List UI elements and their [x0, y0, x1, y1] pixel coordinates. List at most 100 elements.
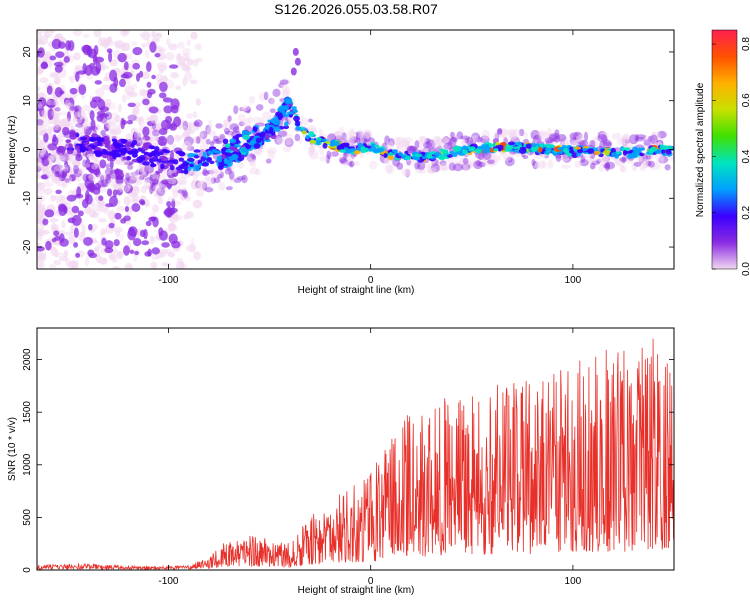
spectrogram-cell	[650, 165, 657, 171]
spectrogram-cell	[188, 121, 193, 131]
spectrogram-cell	[64, 99, 71, 109]
spectrogram-cell	[64, 257, 71, 267]
spectrogram-cell	[186, 39, 191, 47]
spectrogram-cell	[405, 139, 410, 148]
spectrogram-cell	[636, 134, 646, 140]
spectrogram-cell	[199, 130, 208, 140]
spectrogram-cell	[611, 132, 622, 140]
spectrogram-cell	[46, 100, 56, 106]
spectrogram-cell	[219, 133, 226, 140]
spectrogram-cell	[154, 52, 161, 58]
spectrogram-cell	[404, 150, 409, 155]
spectrogram-cell	[560, 139, 569, 146]
spectrogram-cell	[141, 166, 149, 174]
spectrogram-cell	[231, 153, 239, 160]
spectrogram-cell	[124, 177, 130, 185]
spectrogram-cell	[55, 169, 65, 179]
spectrogram-cell	[161, 148, 168, 153]
spectrogram-cell	[129, 226, 134, 232]
spectrogram-cell	[319, 145, 325, 156]
spectrogram-cell	[426, 154, 433, 159]
spectrogram-cell	[50, 154, 57, 160]
spectrogram-cell	[116, 250, 124, 259]
spectrogram-cell	[189, 163, 194, 168]
spectrogram-cell	[221, 147, 227, 152]
spectrogram-cell	[41, 174, 48, 180]
spectrogram-cell	[361, 147, 370, 153]
spectrogram-cell	[414, 161, 421, 170]
spectrogram-cell	[61, 183, 68, 188]
spectrogram-cell	[193, 149, 201, 153]
spectrogram-cell	[103, 122, 110, 132]
spectrogram-cell	[471, 135, 479, 142]
spectrogram-cell	[75, 123, 84, 128]
spectrogram-cell	[182, 190, 189, 199]
spectrogram-cell	[105, 174, 112, 184]
spectrogram-cell	[137, 117, 143, 125]
spectrogram-cell	[329, 139, 336, 145]
spectrogram-cell	[49, 173, 59, 181]
spectrogram-cell	[346, 161, 355, 167]
spectrogram-cell	[396, 162, 404, 170]
spectrogram-cell	[105, 121, 113, 128]
spectrogram-cell	[65, 175, 72, 185]
spectrogram-cell	[50, 154, 57, 163]
spectrogram-cell	[168, 233, 178, 245]
spectrogram-cell	[124, 85, 135, 96]
spectrogram-cell	[49, 263, 56, 269]
spectrogram-cell	[294, 133, 301, 142]
spectrogram-cell	[149, 235, 155, 245]
spectrogram-cell	[113, 239, 120, 247]
spectrogram-cell	[47, 108, 55, 120]
spectrogram-cell	[186, 145, 195, 151]
spectrogram-cell	[146, 120, 156, 127]
spectrogram-cell	[149, 177, 160, 184]
spectrogram-cell	[253, 126, 258, 132]
spectrogram-cell	[583, 131, 589, 142]
spectrogram-cell	[90, 155, 99, 161]
spectrogram-cell	[100, 130, 106, 136]
spectrogram-cell	[61, 179, 68, 186]
spectrogram-cell	[143, 179, 153, 189]
spectrogram-cell	[477, 151, 485, 161]
spectrogram-cell	[229, 138, 237, 144]
spectrogram-cell	[72, 115, 83, 125]
spectrogram-cell	[605, 141, 611, 147]
spectrogram-cell	[88, 137, 97, 142]
spectrogram-cell	[268, 97, 275, 105]
spectrogram-cell	[38, 148, 49, 161]
spectrogram-cell	[55, 252, 64, 258]
spectrogram-cell	[37, 156, 46, 163]
spectrogram-cell	[329, 133, 336, 140]
spectrogram-cell	[174, 135, 183, 141]
spectrogram-cell	[166, 134, 175, 145]
spectrogram-cell	[318, 128, 324, 138]
spectrogram-cell	[96, 114, 104, 122]
spectrogram-cell	[307, 147, 315, 157]
spectrogram-cell	[155, 45, 163, 55]
spectrogram-cell	[37, 86, 41, 92]
spectrogram-cell	[179, 191, 187, 201]
spectrogram-cell	[193, 119, 203, 128]
spectrogram-cell	[241, 174, 248, 184]
spectrogram-cell	[448, 162, 456, 171]
spectrogram-cell	[645, 160, 652, 167]
spectrogram-cell	[602, 154, 611, 163]
spectrogram-cell	[611, 152, 618, 158]
spectrogram-cell	[475, 159, 482, 167]
spectrogram-cell	[138, 117, 145, 127]
spectrogram-cell	[183, 169, 189, 175]
spectrogram-cell	[601, 154, 609, 163]
spectrogram-cell	[167, 223, 176, 229]
spectrogram-cell	[38, 91, 45, 98]
spectrogram-cell	[37, 236, 43, 242]
spectrogram-cell	[162, 97, 173, 103]
spectrogram-cell	[282, 78, 291, 85]
spectrogram-cell	[284, 97, 293, 105]
snr-xtick-label: -100	[158, 576, 178, 587]
spectrogram-cell	[120, 218, 127, 224]
spectrogram-cell	[428, 167, 437, 173]
spectrogram-cell	[203, 175, 212, 182]
spectrogram-cell	[192, 199, 203, 209]
spectrogram-cell	[38, 97, 47, 108]
